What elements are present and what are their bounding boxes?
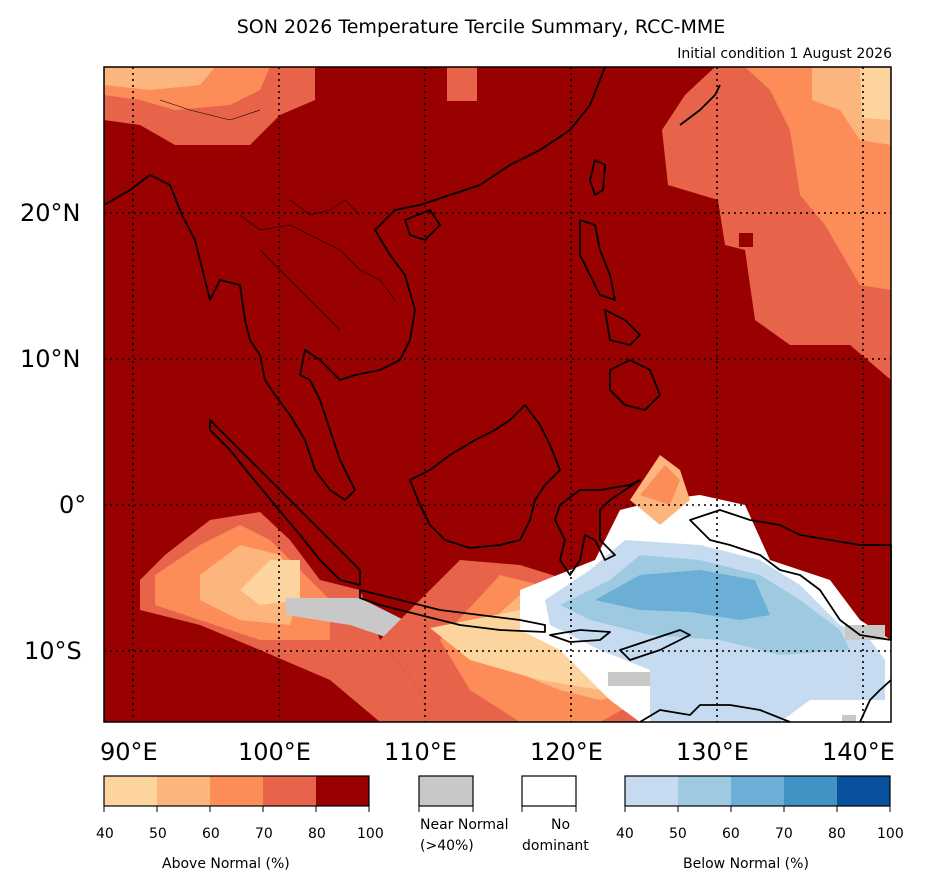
nw-cell — [447, 67, 477, 101]
coast-mainland-asia — [103, 66, 606, 501]
above-label: Above Normal (%) — [162, 856, 290, 872]
coast-japan-islands — [679, 84, 721, 126]
colorbar-above-swatch — [263, 776, 316, 806]
sw-region-40 — [240, 560, 300, 605]
no-dominant-label-2: dominant — [522, 838, 589, 854]
near-normal-east — [845, 625, 885, 640]
colorbar-below-swatch — [784, 776, 837, 806]
coast-flores — [549, 629, 611, 643]
above-tick-40: 40 — [96, 826, 114, 842]
country-borders — [159, 99, 396, 331]
lon-tick-130E: 130°E — [676, 738, 749, 766]
no-dominant-label-1: No — [551, 817, 571, 833]
colorbar-near-normal — [418, 775, 474, 807]
colorbar-above-swatch — [210, 776, 263, 806]
coast-new-guinea — [689, 509, 892, 641]
lat-tick-10S: 10°S — [24, 637, 82, 665]
below-tick-80: 80 — [828, 826, 846, 842]
colorbar-no-dominant — [521, 775, 577, 807]
colorbar-below-frame — [624, 775, 891, 807]
below-tick-40: 40 — [616, 826, 634, 842]
colorbar-below — [624, 775, 891, 812]
ne-pacific-cell — [739, 233, 753, 247]
coast-sumatra — [209, 419, 361, 586]
coast-australia-cape-york — [859, 679, 892, 723]
colorbar-above-swatch — [316, 776, 369, 806]
colorbar-above-swatch — [104, 776, 157, 806]
coastlines — [103, 66, 892, 723]
coast-philippines-visayas — [604, 309, 641, 346]
lon-tick-120E: 120°E — [530, 738, 603, 766]
above-tick-50: 50 — [149, 826, 167, 842]
colorbar-below-swatch — [625, 776, 678, 806]
below-tick-100: 100 — [877, 826, 904, 842]
below-normal-60 — [595, 570, 770, 620]
near-normal-label-2: (>40%) — [420, 838, 474, 854]
coast-hainan — [404, 209, 441, 241]
coast-java — [359, 589, 546, 633]
near-normal-cell — [608, 672, 650, 686]
map-subtitle: Initial condition 1 August 2026 — [677, 46, 892, 62]
above-tick-60: 60 — [202, 826, 220, 842]
colorbar-above-frame — [103, 775, 370, 807]
ne-pacific-cell — [724, 262, 738, 276]
below-label: Below Normal (%) — [683, 856, 809, 872]
lon-tick-90E: 90°E — [100, 738, 158, 766]
lat-tick-10N: 10°N — [20, 345, 81, 373]
above-tick-80: 80 — [308, 826, 326, 842]
colorbar-above-swatch — [157, 776, 210, 806]
coast-taiwan — [589, 159, 606, 196]
lon-tick-140E: 140°E — [822, 738, 895, 766]
colorbar-below-swatch — [678, 776, 731, 806]
coast-sulawesi — [554, 479, 641, 576]
below-tick-70: 70 — [775, 826, 793, 842]
lat-tick-0: 0° — [59, 491, 87, 519]
coast-philippines-mindanao — [609, 359, 661, 411]
map-title: SON 2026 Temperature Tercile Summary, RC… — [236, 16, 726, 38]
lat-tick-20N: 20°N — [20, 199, 81, 227]
colorbar-above — [103, 775, 370, 812]
coast-philippines-luzon — [579, 219, 616, 301]
nw-region-50 — [104, 67, 215, 90]
ne-pacific-region-40 — [860, 67, 891, 120]
colorbar-below-swatch — [731, 776, 784, 806]
above-tick-100: 100 — [357, 826, 384, 842]
coast-timor — [619, 629, 691, 661]
above-cells-east — [640, 465, 680, 505]
coast-borneo — [409, 404, 561, 549]
below-tick-50: 50 — [669, 826, 687, 842]
coast-australia-north — [639, 704, 791, 723]
near-normal-cell — [842, 715, 856, 722]
below-tick-60: 60 — [722, 826, 740, 842]
near-normal-label-1: Near Normal — [420, 817, 509, 833]
gridlines — [104, 67, 891, 722]
above-tick-70: 70 — [255, 826, 273, 842]
lon-tick-100E: 100°E — [238, 738, 311, 766]
colorbar-below-swatch — [837, 776, 890, 806]
lon-tick-110E: 110°E — [384, 738, 457, 766]
map-frame — [103, 66, 892, 723]
